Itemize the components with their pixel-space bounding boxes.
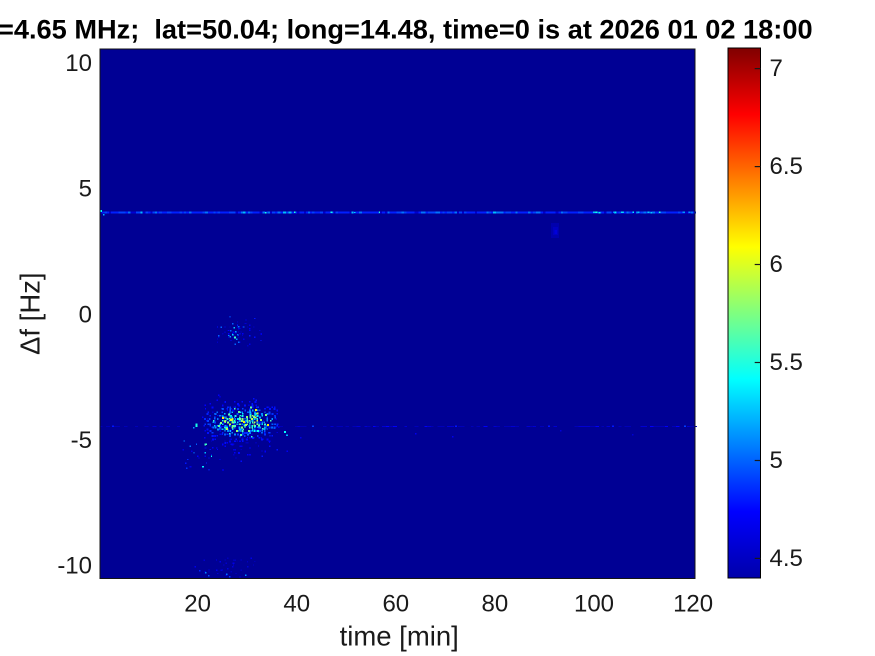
svg-text:100: 100 [574, 591, 614, 618]
svg-text:0: 0 [79, 301, 92, 328]
svg-text:=4.65 MHz; lat=50.04; long=14: =4.65 MHz; lat=50.04; long=14.48, time=0… [0, 14, 813, 45]
svg-text:5.5: 5.5 [770, 349, 803, 376]
svg-text:6: 6 [770, 251, 783, 278]
svg-text:6.5: 6.5 [770, 153, 803, 180]
svg-text:7: 7 [770, 55, 783, 82]
svg-text:40: 40 [283, 591, 310, 618]
svg-text:5: 5 [79, 176, 92, 203]
svg-text:5: 5 [770, 447, 783, 474]
svg-text:time [min]: time [min] [340, 621, 459, 652]
svg-text:4.5: 4.5 [770, 545, 803, 572]
svg-text:20: 20 [184, 591, 211, 618]
svg-text:10: 10 [65, 50, 92, 77]
svg-text:60: 60 [382, 591, 409, 618]
svg-text:Δf [Hz]: Δf [Hz] [15, 272, 46, 355]
svg-text:-5: -5 [71, 427, 92, 454]
svg-text:-10: -10 [57, 553, 92, 580]
svg-text:80: 80 [482, 591, 509, 618]
svg-text:120: 120 [673, 591, 713, 618]
